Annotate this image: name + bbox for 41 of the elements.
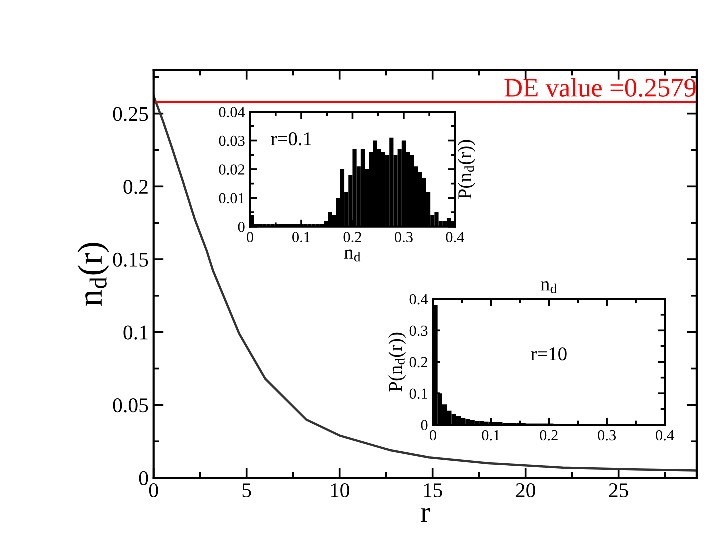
y-axis-title: n$_{d}$(r) xyxy=(78,243,110,306)
x-tick-label: 0.2 xyxy=(344,232,362,243)
y-tick-label: 0.1 xyxy=(124,326,148,340)
x-axis-title: r xyxy=(421,508,430,522)
y-tick-label: 0.2 xyxy=(124,180,148,194)
x-tick-label: 15 xyxy=(424,484,442,498)
x-tick-label: 0.3 xyxy=(598,430,616,441)
annotation: r=10 xyxy=(531,348,567,361)
x-axis-title: n$_{d}$ xyxy=(540,282,557,294)
y-tick-label: 0 xyxy=(238,222,245,232)
y-tick-label: 0.4 xyxy=(410,294,428,305)
x-axis-title: n$_{d}$ xyxy=(344,250,361,262)
ref-line-label: DE value =0.2579 xyxy=(504,78,696,98)
x-tick-label: 0.2 xyxy=(540,430,558,441)
y-tick-label: 0.15 xyxy=(113,252,148,268)
y-tick-label: 0.3 xyxy=(410,326,428,336)
y-tick-label: 0.2 xyxy=(410,357,428,368)
x-tick-label: 10 xyxy=(331,483,350,498)
y-tick-label: 0.25 xyxy=(113,107,148,122)
annotation: r=0.1 xyxy=(271,132,312,146)
y-tick-label: 0.03 xyxy=(219,136,245,146)
y-tick-label: 0.04 xyxy=(219,107,246,118)
x-tick-label: 20 xyxy=(516,483,536,498)
y-tick-label: 0.05 xyxy=(113,398,148,413)
y-tick-label: 0.02 xyxy=(219,164,245,175)
x-tick-label: 0.4 xyxy=(656,430,674,441)
y-tick-label: 0 xyxy=(139,471,148,486)
x-tick-label: 0 xyxy=(149,483,158,498)
x-tick-label: 0.1 xyxy=(482,430,500,441)
x-tick-label: 25 xyxy=(609,484,628,498)
x-tick-label: 0.3 xyxy=(394,232,413,243)
y-tick-label: 0.1 xyxy=(410,388,428,400)
y-axis-title: P(n$_{d}$(r)) xyxy=(458,140,476,200)
x-tick-label: 0 xyxy=(430,430,436,441)
y-tick-label: 0 xyxy=(421,420,428,430)
y-tick-label: 0.01 xyxy=(219,193,244,204)
x-tick-label: 0 xyxy=(247,232,254,242)
x-tick-label: 5 xyxy=(242,484,252,498)
y-axis-title: P(n$_{d}$(r)) xyxy=(388,332,406,392)
x-tick-label: 0.4 xyxy=(446,232,464,243)
x-tick-label: 0.1 xyxy=(292,232,310,243)
